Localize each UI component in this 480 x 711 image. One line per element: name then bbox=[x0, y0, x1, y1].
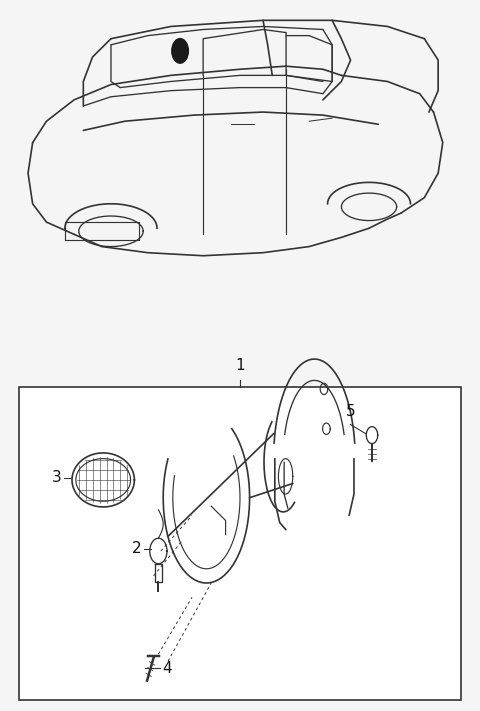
Text: 1: 1 bbox=[235, 358, 245, 373]
Text: 2: 2 bbox=[132, 541, 142, 557]
Text: 3: 3 bbox=[52, 470, 61, 486]
FancyBboxPatch shape bbox=[19, 387, 461, 700]
Text: 4: 4 bbox=[162, 661, 172, 676]
Circle shape bbox=[172, 38, 188, 63]
Text: 5: 5 bbox=[346, 405, 355, 419]
